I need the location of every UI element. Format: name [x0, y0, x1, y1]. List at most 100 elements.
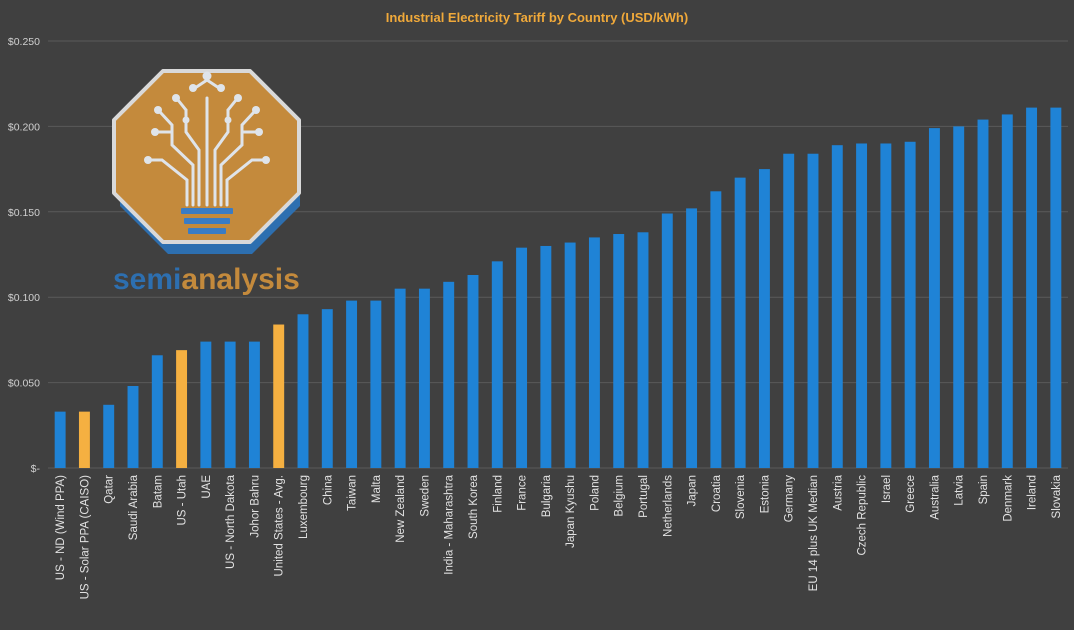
x-tick-label: Japan Kyushu — [565, 475, 577, 548]
bar — [1050, 107, 1062, 468]
bar — [1001, 114, 1013, 468]
bar — [54, 411, 66, 468]
x-tick-label: Estonia — [759, 474, 771, 513]
x-tick-label: India - Maharashtra — [444, 474, 456, 574]
bar — [734, 177, 746, 468]
x-tick-label: Germany — [784, 475, 796, 523]
x-tick-label: Slovenia — [735, 474, 747, 519]
bar — [613, 234, 625, 468]
bar — [176, 350, 188, 468]
x-tick-label: United States - Avg. — [274, 475, 286, 576]
bar — [103, 404, 115, 468]
x-tick-label: Slovakia — [1051, 474, 1063, 518]
x-tick-label: Qatar — [104, 475, 116, 504]
x-tick-label: US - Solar PPA (CAISO) — [79, 475, 91, 600]
bar — [637, 232, 649, 468]
bulb-base-stripe — [181, 208, 233, 214]
x-tick-label: Ireland — [1027, 475, 1039, 510]
x-tick-label: Belgium — [614, 475, 626, 517]
bar — [807, 153, 819, 468]
x-tick-label: Croatia — [711, 474, 723, 512]
x-tick-label: UAE — [201, 475, 213, 499]
x-axis-ticks: US - ND (Wind PPA) US - Solar PPA (CAISO)… — [55, 474, 1063, 599]
bar — [540, 245, 552, 468]
x-tick-label: Bulgaria — [541, 474, 553, 517]
x-tick-label: Taiwan — [347, 475, 359, 511]
bar — [710, 191, 722, 468]
circuit-tree-icon — [148, 78, 266, 207]
bar — [661, 213, 673, 468]
bar — [418, 288, 430, 468]
bar — [686, 208, 698, 468]
bar — [491, 261, 503, 468]
bulb-base-stripe — [188, 228, 226, 234]
bar — [248, 341, 260, 468]
bar — [1026, 107, 1038, 468]
x-tick-label: Finland — [492, 475, 504, 513]
bar — [516, 247, 528, 468]
logo-wordmark-semi: semi — [113, 263, 181, 296]
x-tick-label: Greece — [905, 475, 917, 513]
y-tick-label: $0.050 — [8, 378, 40, 390]
x-tick-label: EU 14 plus UK Median — [808, 475, 820, 591]
bar — [588, 237, 600, 468]
bar — [928, 128, 940, 468]
x-tick-label: Sweden — [419, 475, 431, 517]
bar — [297, 314, 309, 468]
semianalysis-logo: semianalysis — [112, 69, 301, 296]
y-tick-label: $- — [31, 463, 41, 475]
bar — [467, 274, 479, 468]
bar — [273, 324, 285, 468]
y-tick-label: $0.250 — [8, 36, 40, 48]
bulb-base-stripe — [184, 218, 230, 224]
bar — [151, 355, 163, 468]
bar — [127, 386, 139, 468]
x-tick-label: Saudi Arabia — [128, 474, 140, 540]
x-tick-label: Netherlands — [662, 475, 674, 537]
x-tick-label: Portugal — [638, 475, 650, 518]
bar — [78, 411, 90, 468]
logo-wordmark: semianalysis — [113, 263, 300, 296]
bar — [443, 281, 455, 468]
x-tick-label: Australia — [929, 474, 941, 519]
x-tick-label: Batam — [152, 475, 164, 508]
x-tick-label: US - ND (Wind PPA) — [55, 475, 67, 580]
x-tick-label: Johor Bahru — [249, 475, 261, 538]
x-tick-label: US - North Dakota — [225, 474, 237, 569]
x-tick-label: Latvia — [954, 474, 966, 505]
bar — [370, 300, 382, 468]
y-tick-label: $0.200 — [8, 121, 40, 133]
x-tick-label: Austria — [832, 474, 844, 510]
bar — [977, 119, 989, 469]
bar — [564, 242, 576, 468]
bar — [856, 143, 868, 469]
x-tick-label: Czech Republic — [857, 475, 869, 556]
bar — [953, 126, 965, 469]
x-tick-label: Malta — [371, 474, 383, 503]
bar — [224, 341, 236, 468]
x-tick-label: Spain — [978, 475, 990, 504]
bar — [880, 143, 892, 469]
x-tick-label: Japan — [687, 475, 699, 506]
bar — [758, 169, 770, 468]
bar — [904, 141, 916, 468]
bar — [394, 288, 406, 468]
x-tick-label: France — [517, 475, 529, 511]
bar — [831, 145, 843, 469]
x-tick-label: Israel — [881, 475, 893, 503]
y-tick-label: $0.100 — [8, 292, 40, 304]
x-tick-label: Poland — [589, 475, 601, 511]
x-tick-label: South Korea — [468, 474, 480, 539]
chart-title: Industrial Electricity Tariff by Country… — [386, 10, 688, 25]
y-tick-label: $0.150 — [8, 207, 40, 219]
bars — [54, 107, 1062, 469]
x-tick-label: Denmark — [1002, 475, 1014, 522]
x-tick-label: Luxembourg — [298, 475, 310, 539]
circuit-node-icons — [144, 71, 270, 164]
y-axis-ticks: $- $0.050 $0.100 $0.150 $0.200 $0.250 — [8, 36, 41, 475]
x-tick-label: New Zealand — [395, 475, 407, 543]
x-tick-label: US - Utah — [177, 475, 189, 526]
x-tick-label: China — [322, 474, 334, 505]
logo-wordmark-analysis: analysis — [181, 263, 299, 296]
